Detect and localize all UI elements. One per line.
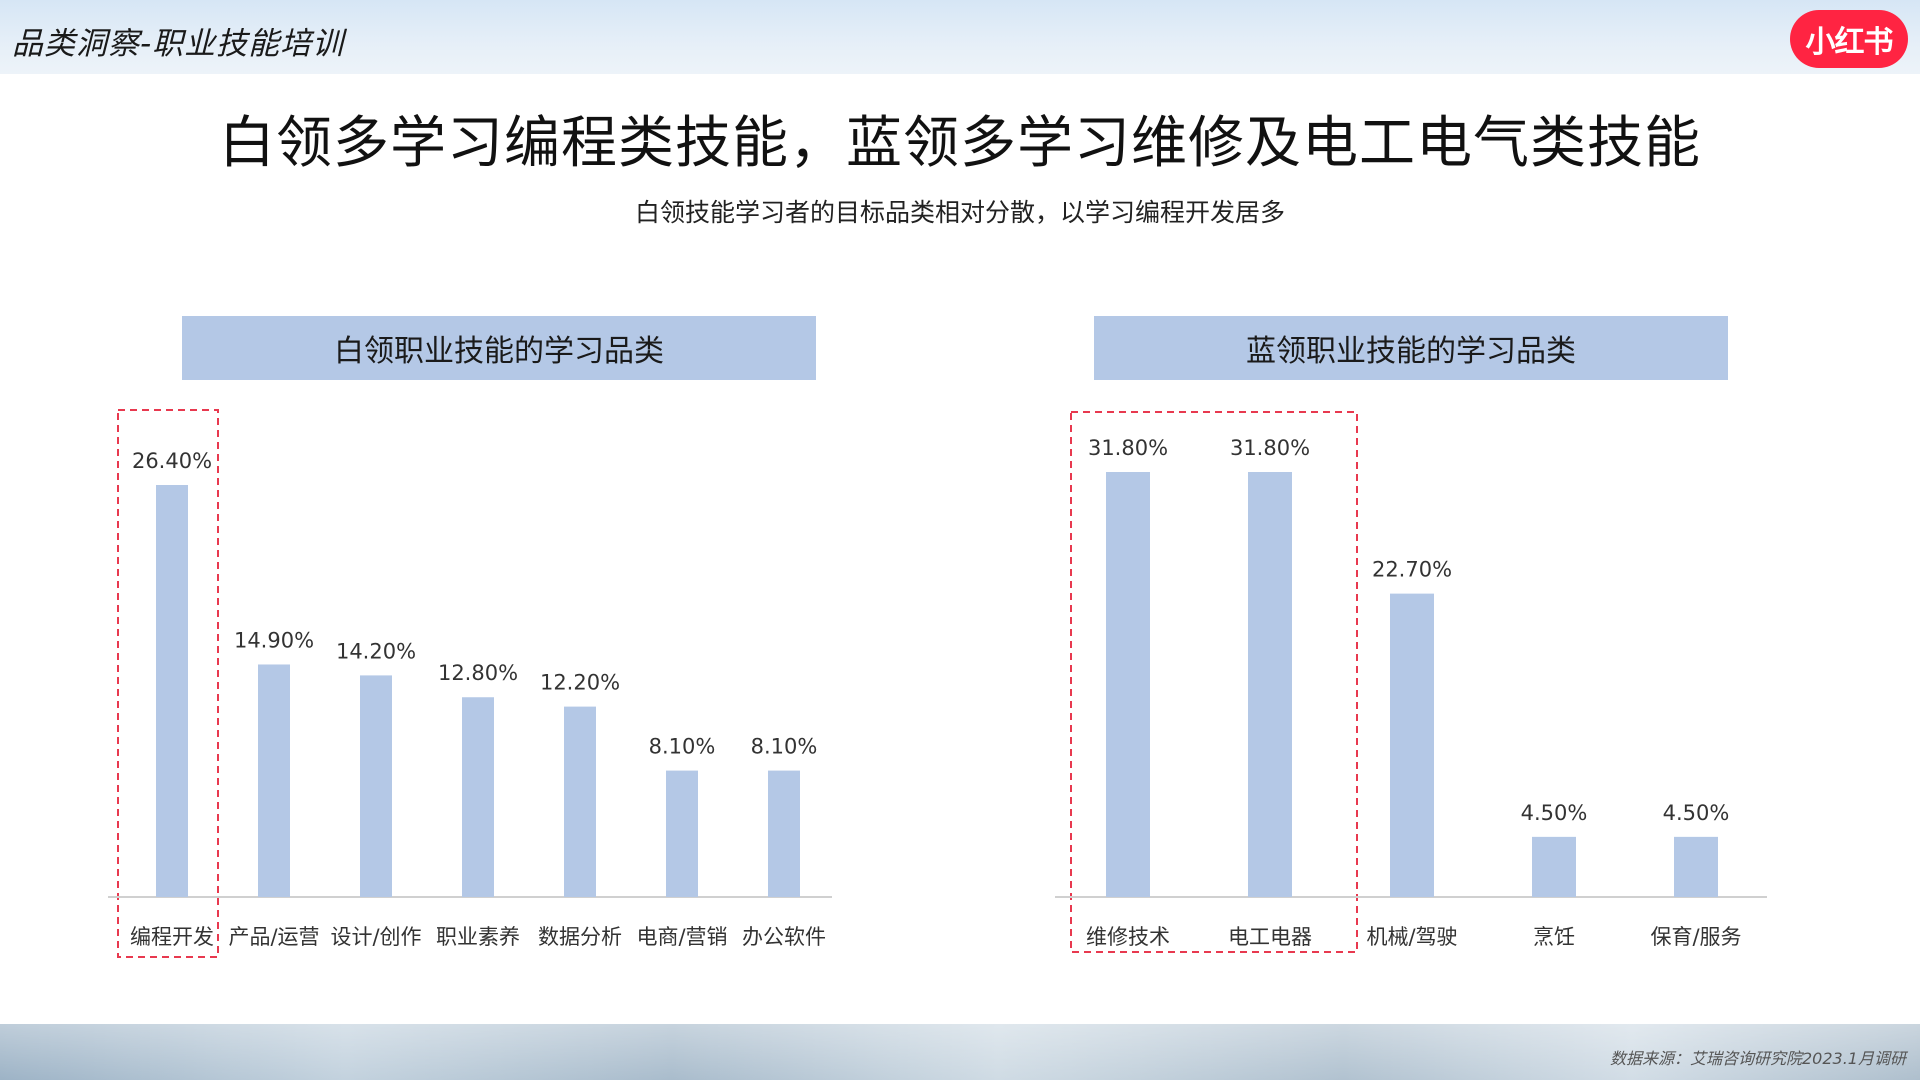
top-banner: 品类洞察-职业技能培训 小红书 — [0, 0, 1920, 74]
white-collar-bar — [768, 770, 800, 897]
blue-collar-bar — [1248, 472, 1292, 897]
blue-collar-bar — [1532, 836, 1576, 897]
blue-collar-chart-title: 蓝领职业技能的学习品类 — [1094, 316, 1728, 380]
blue-collar-category-label: 保育/服务 — [1650, 925, 1741, 949]
white-collar-category-label: 电商/营销 — [636, 925, 727, 949]
blue-collar-category-label: 机械/驾驶 — [1366, 925, 1457, 949]
white-collar-category-label: 办公软件 — [742, 925, 826, 949]
white-collar-category-label: 职业素养 — [436, 925, 520, 949]
white-collar-bar — [462, 697, 494, 897]
white-collar-value-label: 8.10% — [649, 735, 716, 759]
bottom-decorative-band — [0, 1024, 1920, 1080]
white-collar-value-label: 26.40% — [132, 449, 212, 473]
blue-collar-value-label: 4.50% — [1521, 801, 1588, 825]
white-collar-bar — [666, 770, 698, 897]
white-collar-category-label: 设计/创作 — [330, 925, 421, 949]
section-label: 品类洞察-职业技能培训 — [12, 26, 345, 62]
blue-collar-category-label: 维修技术 — [1086, 925, 1170, 949]
blue-collar-bar — [1390, 593, 1434, 897]
blue-collar-highlight-box — [1070, 411, 1358, 953]
white-collar-value-label: 12.20% — [540, 671, 620, 695]
white-collar-highlight-box — [117, 409, 219, 958]
white-collar-bar — [156, 485, 188, 897]
blue-collar-category-label: 电工电器 — [1228, 925, 1312, 949]
white-collar-chart-title: 白领职业技能的学习品类 — [182, 316, 816, 380]
white-collar-value-label: 14.20% — [336, 639, 416, 663]
main-title: 白领多学习编程类技能，蓝领多学习维修及电工电气类技能 — [219, 111, 1701, 176]
white-collar-value-label: 14.90% — [234, 628, 314, 652]
blue-collar-category-label: 烹饪 — [1533, 925, 1575, 949]
white-collar-bar — [360, 675, 392, 897]
data-source-note: 数据来源：艾瑞咨询研究院2023.1月调研 — [1610, 1049, 1906, 1068]
blue-collar-bar — [1674, 836, 1718, 897]
blue-collar-value-label: 31.80% — [1088, 436, 1168, 460]
blue-collar-value-label: 31.80% — [1230, 436, 1310, 460]
blue-collar-value-label: 4.50% — [1663, 801, 1730, 825]
white-collar-value-label: 12.80% — [438, 661, 518, 685]
xiaohongshu-logo: 小红书 — [1790, 10, 1908, 68]
subtitle: 白领技能学习者的目标品类相对分散，以学习编程开发居多 — [634, 198, 1285, 227]
white-collar-category-label: 数据分析 — [538, 925, 622, 949]
blue-collar-value-label: 22.70% — [1372, 558, 1452, 582]
logo-text: 小红书 — [1805, 25, 1894, 60]
blue-collar-bar — [1106, 472, 1150, 897]
white-collar-category-label: 产品/运营 — [228, 925, 319, 949]
white-collar-category-label: 编程开发 — [130, 925, 214, 949]
white-collar-value-label: 8.10% — [751, 735, 818, 759]
white-collar-bar — [564, 706, 596, 897]
white-collar-bar — [258, 664, 290, 897]
